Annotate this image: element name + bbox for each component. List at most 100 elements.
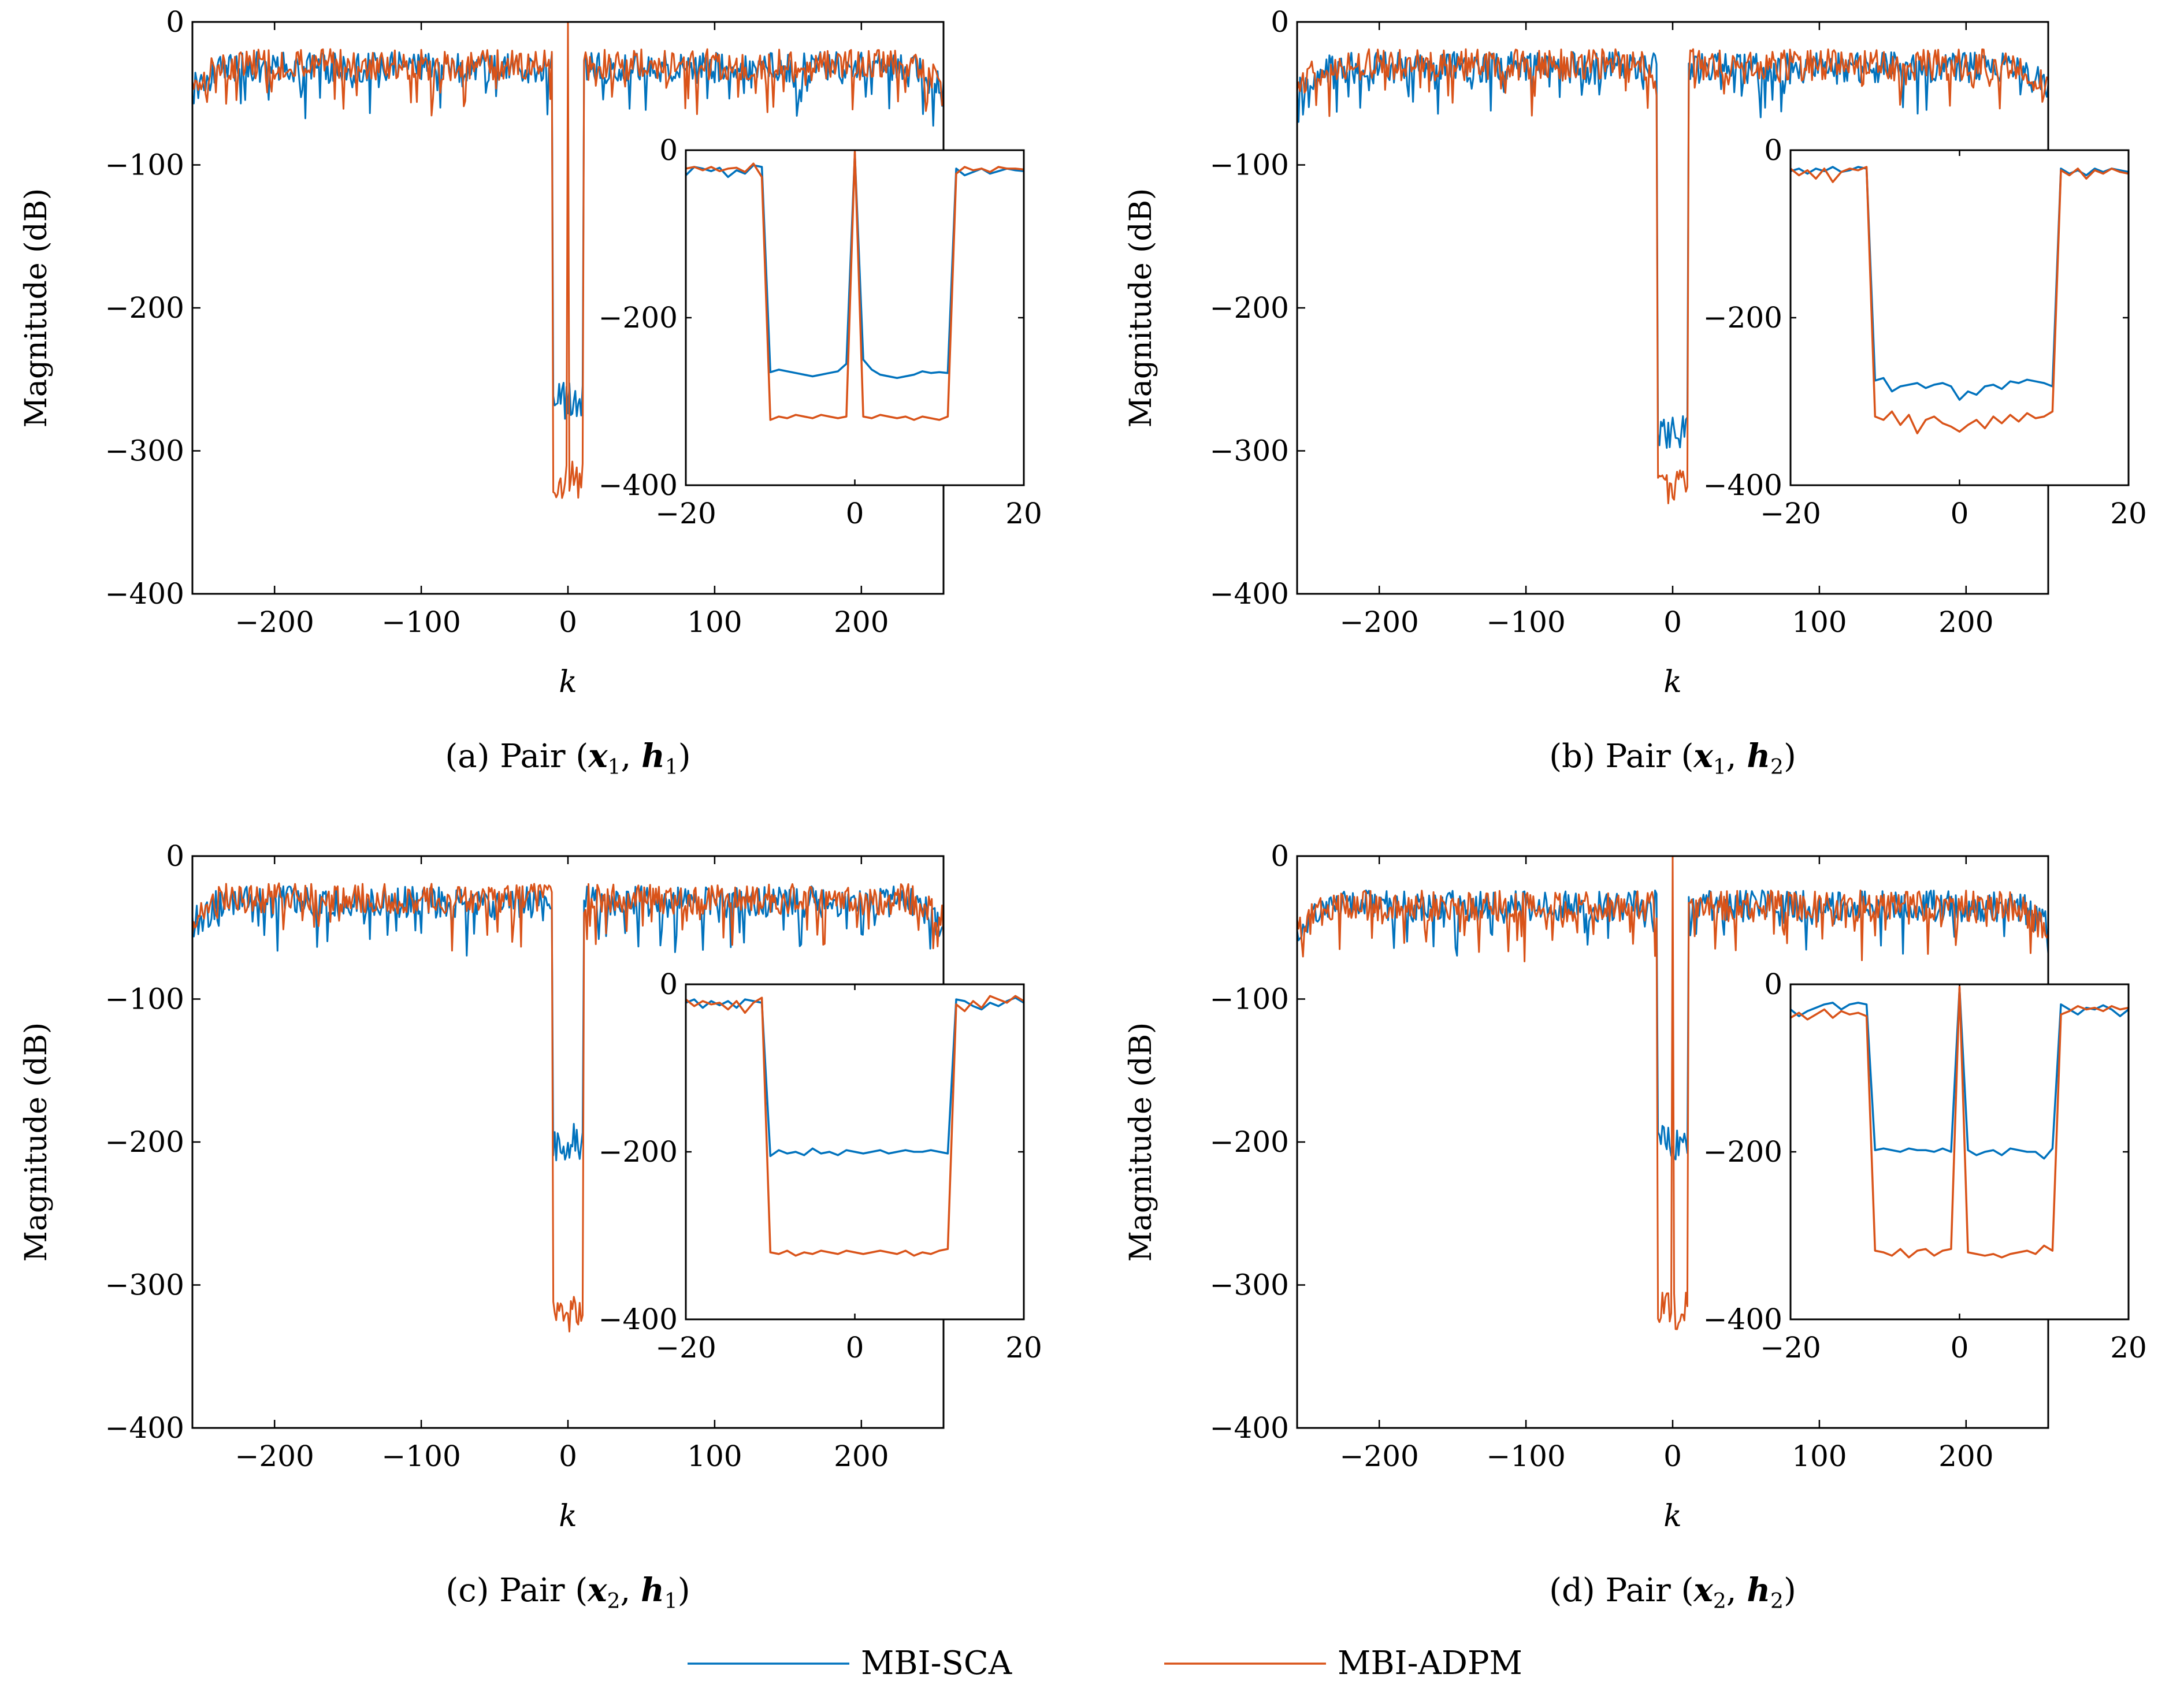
legend: MBI-SCA MBI-ADPM bbox=[688, 1645, 1522, 1682]
caption-h-sub: 1 bbox=[665, 756, 678, 779]
main-xtick-label: −200 bbox=[1340, 605, 1419, 639]
caption-prefix: (b) Pair ( bbox=[1549, 738, 1693, 775]
main-xtick-label: 100 bbox=[1792, 1439, 1847, 1473]
caption-suffix: ) bbox=[678, 1572, 690, 1609]
main-ytick-label: −200 bbox=[1210, 1125, 1289, 1159]
x-axis-label: k bbox=[1663, 665, 1682, 700]
main-xtick-label: 0 bbox=[1663, 1439, 1682, 1473]
inset: −20 0 200−200−400 bbox=[1703, 968, 2147, 1364]
inset-axes-frame bbox=[1789, 149, 2130, 486]
main-xtick-label: 100 bbox=[1792, 605, 1847, 639]
inset-xtick-label: −20 bbox=[655, 497, 716, 530]
main-xtick-label: 0 bbox=[559, 1439, 577, 1473]
caption-x: x bbox=[1693, 737, 1713, 775]
caption-x: x bbox=[587, 1571, 607, 1609]
inset-xtick-label: 20 bbox=[2110, 1331, 2147, 1364]
inset-axes-frame bbox=[1789, 983, 2130, 1321]
main-xtick-label: 0 bbox=[559, 605, 577, 639]
caption-suffix: ) bbox=[1784, 1572, 1796, 1609]
series-line-mbi-adpm bbox=[1297, 48, 2048, 504]
main-ytick-label: −400 bbox=[105, 577, 184, 611]
inset-xtick-label: 0 bbox=[1951, 497, 1969, 530]
inset-ytick-label: −400 bbox=[599, 1303, 678, 1336]
caption-h: h bbox=[641, 737, 665, 775]
y-axis-label: Magnitude (dB) bbox=[19, 1022, 54, 1262]
main-ytick-label: −300 bbox=[105, 434, 184, 468]
main-ytick-label: −200 bbox=[105, 291, 184, 325]
inset-series-line-mbi-adpm bbox=[1789, 166, 2129, 434]
main-xtick-label: 200 bbox=[1938, 1439, 1993, 1473]
main-ytick-label: −100 bbox=[105, 983, 184, 1016]
caption-x-sub: 2 bbox=[1713, 1590, 1726, 1613]
inset-ytick-label: −400 bbox=[1703, 468, 1782, 502]
caption-x-sub: 1 bbox=[608, 756, 621, 779]
inset-xtick-label: −20 bbox=[1760, 497, 1821, 530]
caption-x: x bbox=[1693, 1571, 1713, 1609]
y-axis-label: Magnitude (dB) bbox=[1124, 188, 1158, 428]
caption-h: h bbox=[1747, 1571, 1770, 1609]
main-xtick-label: −100 bbox=[1486, 605, 1565, 639]
inset-ytick-label: 0 bbox=[1764, 968, 1782, 1001]
inset-xtick-label: 0 bbox=[846, 1331, 864, 1364]
inset-ytick-label: −400 bbox=[599, 468, 678, 502]
series-line-mbi-sca bbox=[1297, 889, 2048, 1160]
panel-b: −200 −100 0 100 2000−100−200−300−400kMagnitu… bbox=[1124, 5, 2147, 779]
main-xtick-label: −200 bbox=[235, 605, 314, 639]
caption-h-sub: 2 bbox=[1770, 756, 1784, 779]
caption-prefix: (c) Pair ( bbox=[445, 1572, 588, 1609]
series-line-mbi-adpm bbox=[192, 882, 944, 1333]
caption-h-sub: 1 bbox=[664, 1590, 678, 1613]
main-xtick-label: −200 bbox=[1340, 1439, 1419, 1473]
panel-caption: (d) Pair (x2, h2) bbox=[1549, 1571, 1796, 1613]
inset-series-line-mbi-adpm bbox=[685, 151, 1024, 421]
main-xtick-label: 100 bbox=[687, 605, 742, 639]
caption-prefix: (a) Pair ( bbox=[445, 738, 588, 775]
inset-series-line-mbi-adpm bbox=[1790, 985, 2129, 1259]
inset-xtick-label: −20 bbox=[1760, 1331, 1821, 1364]
caption-sep: , bbox=[620, 1572, 641, 1609]
caption-sep: , bbox=[1726, 738, 1747, 775]
inset-ytick-label: −400 bbox=[1703, 1303, 1782, 1336]
panel-d: −200 −100 0 100 2000−100−200−300−400kMagnitu… bbox=[1124, 839, 2147, 1613]
inset-axes-frame bbox=[685, 983, 1025, 1321]
panel-a: −200 −100 0 100 2000−100−200−300−400kMagnitu… bbox=[19, 5, 1042, 779]
caption-sep: , bbox=[621, 738, 641, 775]
caption-x-sub: 2 bbox=[607, 1590, 621, 1613]
panel-c: −200 −100 0 100 2000−100−200−300−400kMagnitu… bbox=[19, 839, 1042, 1613]
caption-h: h bbox=[1747, 737, 1770, 775]
main-xtick-label: 100 bbox=[687, 1439, 742, 1473]
inset: −20 0 200−200−400 bbox=[1703, 133, 2147, 530]
main-ytick-label: −400 bbox=[1210, 1411, 1289, 1445]
inset-ytick-label: 0 bbox=[1764, 133, 1782, 167]
main-ytick-label: −100 bbox=[1210, 983, 1289, 1016]
caption-h-sub: 2 bbox=[1770, 1590, 1784, 1613]
caption-prefix: (d) Pair ( bbox=[1549, 1572, 1693, 1609]
inset-ytick-label: −200 bbox=[599, 1135, 678, 1169]
legend-label-mbi-adpm: MBI-ADPM bbox=[1338, 1645, 1522, 1682]
inset-ytick-label: −200 bbox=[1703, 1135, 1782, 1169]
legend-label-mbi-sca: MBI-SCA bbox=[861, 1645, 1012, 1682]
inset-xtick-label: −20 bbox=[655, 1331, 716, 1364]
inset-ytick-label: −200 bbox=[1703, 301, 1782, 334]
inset-xtick-label: 20 bbox=[1005, 1331, 1042, 1364]
x-axis-label: k bbox=[559, 1499, 577, 1534]
panel-caption: (a) Pair (x1, h1) bbox=[445, 737, 690, 779]
panel-caption: (b) Pair (x1, h2) bbox=[1549, 737, 1796, 779]
inset: −20 0 200−200−400 bbox=[599, 133, 1042, 530]
main-ytick-label: −400 bbox=[105, 1411, 184, 1445]
caption-suffix: ) bbox=[1784, 738, 1796, 775]
inset-ytick-label: 0 bbox=[659, 968, 678, 1001]
main-ytick-label: 0 bbox=[1271, 5, 1289, 39]
main-xtick-label: −200 bbox=[235, 1439, 314, 1473]
inset-series-line-mbi-adpm bbox=[685, 995, 1024, 1257]
inset-xtick-label: 0 bbox=[846, 497, 864, 530]
caption-h: h bbox=[641, 1571, 664, 1609]
caption-x: x bbox=[588, 737, 608, 775]
inset-series-line-mbi-sca bbox=[685, 996, 1024, 1158]
main-xtick-label: 0 bbox=[1663, 605, 1682, 639]
main-ytick-label: −200 bbox=[105, 1125, 184, 1159]
series-line-mbi-sca bbox=[192, 885, 944, 1162]
inset-ytick-label: 0 bbox=[659, 133, 678, 167]
main-ytick-label: −100 bbox=[105, 148, 184, 182]
